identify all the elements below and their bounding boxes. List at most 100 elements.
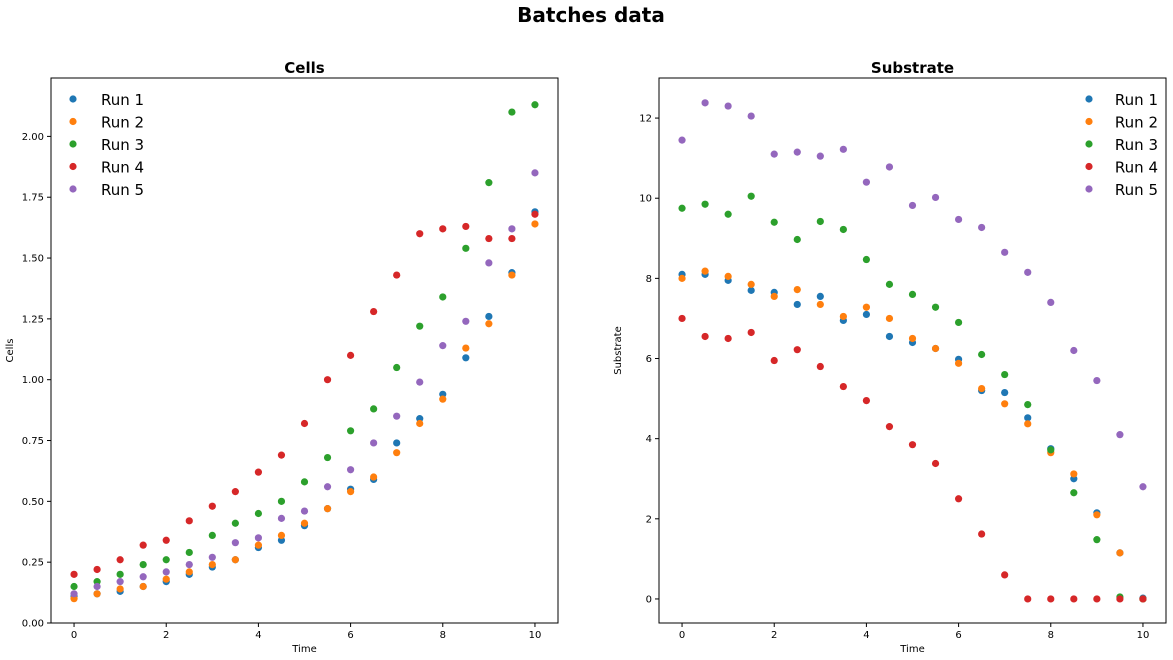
substrate-x-tick-label: 10 (1137, 630, 1150, 641)
substrate-legend-marker-run-1 (1085, 95, 1093, 103)
cells-legend-label-run-4: Run 4 (101, 159, 144, 177)
substrate-run-2-point (931, 344, 940, 353)
cells-run-5-point (370, 439, 378, 447)
substrate-run-3-point (678, 204, 686, 212)
cells-y-tick-label: 0.00 (22, 619, 44, 630)
substrate-run-3-point (978, 350, 986, 359)
substrate-run-2-point (793, 285, 801, 294)
substrate-legend-label-run-3: Run 3 (1115, 136, 1158, 154)
cells-run-4-point (116, 556, 124, 564)
substrate-run-5-point (839, 145, 847, 153)
cells-run-2-point (531, 220, 539, 228)
substrate-run-2-point (954, 359, 963, 367)
substrate-run-3-point (931, 303, 940, 311)
cells-y-tick-label: 1.75 (22, 193, 44, 204)
substrate-legend-marker-run-4 (1085, 162, 1093, 171)
substrate-run-2-point (678, 274, 686, 282)
cells-run-4-point (346, 351, 355, 359)
cells-run-1-point (393, 439, 401, 447)
substrate-run-4-point (816, 362, 824, 371)
substrate-x-tick-label: 2 (771, 630, 777, 641)
substrate-run-3-point (885, 280, 894, 288)
cells-y-tick-label: 1.00 (22, 375, 44, 386)
substrate-run-4-point (770, 356, 778, 365)
substrate-legend-label-run-4: Run 4 (1115, 159, 1158, 177)
substrate-run-4-point (839, 382, 847, 391)
cells-y-tick-label: 0.75 (22, 436, 44, 447)
substrate-run-5-point (816, 152, 824, 160)
cells-run-2-point (208, 561, 216, 569)
substrate-run-3-point (816, 217, 824, 226)
cells-run-3-point (393, 363, 401, 372)
cells-run-4-point (323, 376, 332, 384)
substrate-run-4-point (1001, 571, 1009, 579)
cells-run-3-point (485, 179, 493, 187)
substrate-run-4-point (954, 495, 963, 503)
substrate-run-5-point (908, 201, 917, 210)
cells-run-2-point (393, 449, 401, 457)
cells-run-4-point (231, 488, 239, 496)
cells-legend-label-run-1: Run 1 (101, 91, 144, 109)
substrate-run-4-point (908, 441, 917, 449)
substrate-run-3-point (1093, 536, 1101, 544)
cells-run-2-point (300, 519, 309, 527)
substrate-run-2-point (1116, 549, 1124, 557)
cells-run-5-point (346, 466, 355, 474)
substrate-run-5-point (1001, 248, 1009, 256)
cells-run-5-point (439, 342, 447, 350)
cells-run-2-point (485, 320, 493, 328)
substrate-run-2-point (1001, 400, 1009, 408)
cells-run-3-point (323, 453, 332, 462)
substrate-y-tick-label: 2 (646, 514, 652, 525)
cells-run-3-point (231, 519, 239, 527)
cells-run-4-point (508, 234, 516, 243)
substrate-axis-ticks: 0 2 4 6 8 10 0 2 4 6 8 10 12 (639, 114, 1149, 641)
substrate-run-2-point (908, 334, 917, 343)
cells-chart-title: Cells (284, 59, 324, 77)
substrate-run-1-point (747, 286, 755, 294)
cells-run-4-point (300, 419, 309, 428)
cells-y-tick-label: 1.50 (22, 254, 44, 265)
cells-run-1-point (462, 354, 470, 362)
substrate-run-1-point (793, 300, 801, 309)
cells-y-tick-label: 2.00 (22, 132, 44, 143)
substrate-run-3-point (862, 255, 871, 264)
cells-run-4-point (393, 271, 401, 279)
substrate-x-tick-label: 0 (679, 630, 685, 641)
substrate-run-1-point (885, 332, 894, 341)
substrate-run-3-point (908, 290, 917, 298)
cells-run-5-point (531, 169, 539, 177)
cells-run-4-point (370, 307, 378, 316)
cells-run-4-point (531, 210, 539, 218)
cells-run-2-point (116, 585, 124, 593)
cells-run-2-point (277, 531, 286, 540)
cells-run-3-point (208, 531, 216, 540)
cells-run-4-point (439, 225, 447, 233)
substrate-y-tick-label: 8 (646, 274, 652, 285)
substrate-run-3-point (1047, 446, 1055, 454)
cells-plot-frame (50, 77, 559, 624)
substrate-run-2-point (701, 267, 709, 275)
cells-run-5-point (277, 514, 286, 522)
substrate-run-4-point (793, 346, 801, 354)
cells-run-5-point (254, 534, 263, 542)
substrate-run-2-point (724, 272, 732, 280)
cells-run-5-point (231, 539, 239, 547)
substrate-chart-title: Substrate (871, 59, 954, 77)
cells-run-5-point (323, 483, 332, 491)
substrate-run-4-point (931, 459, 940, 468)
substrate-run-3-point (724, 210, 732, 218)
substrate-y-tick-label: 0 (646, 594, 652, 605)
cells-chart: Cells Time Cells 0 2 4 6 8 10 0.00 0.25 0.50 0.75… (5, 59, 559, 655)
substrate-x-axis-label: Time (899, 644, 924, 655)
substrate-run-5-point (1024, 268, 1032, 276)
cells-run-2-point (162, 575, 170, 583)
cells-axis-ticks: 0 2 4 6 8 10 0.00 0.25 0.50 0.75 1.00 1.25 1.50 1.75 2… (22, 132, 542, 641)
substrate-run-4-point (1139, 595, 1147, 603)
substrate-run-2-point (862, 303, 871, 311)
cells-legend-marker-run-2 (69, 117, 77, 126)
substrate-x-tick-label: 8 (1048, 630, 1054, 641)
cells-x-tick-label: 2 (163, 630, 169, 641)
substrate-legend-marker-run-3 (1085, 140, 1093, 148)
cells-run-3-point (300, 478, 309, 486)
